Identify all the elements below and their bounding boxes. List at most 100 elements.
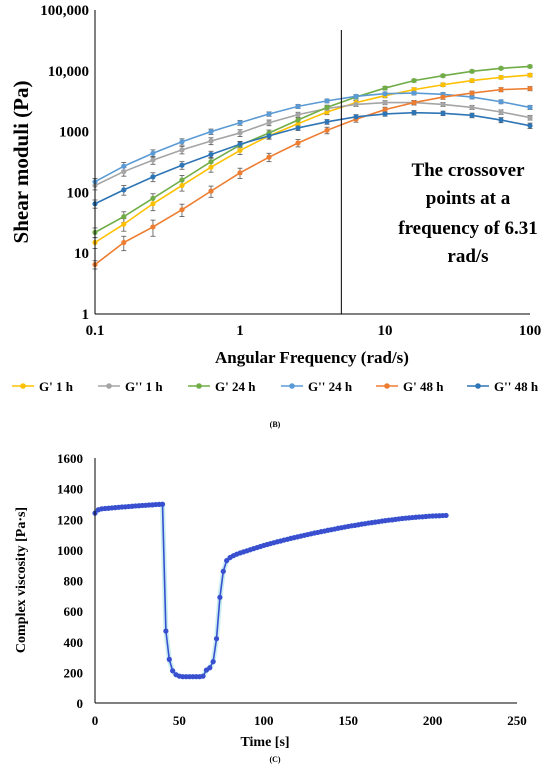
series-line [94, 74, 531, 244]
y-tick-label: 400 [64, 635, 84, 650]
data-point [498, 117, 504, 123]
legend-label: G'' 1 h [125, 379, 163, 394]
y-tick-label: 0 [77, 696, 84, 711]
data-point [411, 99, 417, 106]
data-point [150, 224, 156, 230]
data-point [150, 150, 156, 156]
data-point [150, 201, 156, 207]
x-tick-label: 250 [507, 713, 527, 728]
data-point [443, 512, 449, 519]
data-point [266, 111, 272, 117]
legend-item: G' 24 h [188, 379, 256, 394]
x-tick-label: 1 [236, 323, 244, 339]
data-point [440, 110, 446, 116]
data-point [121, 221, 127, 227]
y-tick-label: 1400 [57, 482, 83, 497]
y-tick-label: 10 [74, 246, 89, 262]
data-point [208, 151, 214, 158]
data-point [469, 77, 475, 84]
y-tick-label: 100,000 [40, 3, 89, 19]
x-axis-title: Angular Frequency (rad/s) [215, 348, 409, 367]
series-points [92, 63, 533, 268]
data-point [382, 85, 388, 91]
data-point [382, 99, 388, 106]
panel-label-b: (B) [270, 420, 281, 429]
data-point [266, 154, 272, 160]
data-point [498, 65, 504, 71]
y-tick-labels: 1 10 100 1000 10,000 100,000 [40, 3, 89, 323]
data-point [382, 111, 388, 117]
data-point [237, 130, 243, 136]
annotation-line: The crossover [411, 160, 525, 181]
data-point [353, 114, 359, 120]
data-point [237, 141, 243, 147]
data-point [121, 213, 127, 220]
y-tick-label: 200 [64, 665, 84, 680]
data-point [208, 129, 214, 135]
x-tick-label: 10 [378, 323, 393, 339]
y-tick-label: 10,000 [48, 64, 89, 80]
legend-marker [384, 383, 390, 389]
y-tick-label: 1 [82, 307, 90, 323]
data-point [324, 104, 330, 111]
y-tick-label: 600 [64, 604, 84, 619]
legend-marker [196, 383, 202, 389]
data-point [527, 85, 533, 92]
data-point [237, 170, 243, 176]
y-tick-label: 1600 [57, 451, 83, 466]
data-point [266, 133, 272, 139]
x-tick-label: 0.1 [86, 323, 105, 339]
data-point [527, 63, 533, 70]
data-point [295, 121, 301, 127]
data-point [208, 164, 214, 170]
y-tick-label: 1200 [57, 512, 83, 527]
data-point [382, 91, 388, 97]
legend-item: G' 1 h [12, 379, 74, 394]
data-point [220, 568, 226, 574]
data-point [295, 117, 301, 123]
legend: G' 1 h G'' 1 h G' 24 h G'' 24 h G' 48 h G'' 4… [12, 379, 539, 394]
series-points [92, 501, 449, 680]
legend-label: G'' 24 h [308, 379, 353, 394]
annotation-line: rad/s [447, 246, 488, 267]
data-point [295, 103, 301, 109]
annotation-text: The crossover points at a frequency of 6… [398, 160, 538, 267]
data-point [121, 163, 127, 169]
data-point [207, 665, 213, 671]
data-point [208, 188, 214, 194]
series-line [94, 65, 531, 234]
data-point [179, 147, 185, 153]
legend-item: G' 48 h [376, 379, 444, 394]
data-point [159, 501, 166, 507]
data-point [150, 174, 156, 180]
y-axis-title: Shear moduli (Pa) [9, 81, 33, 244]
legend-marker [106, 383, 112, 389]
data-point [237, 120, 243, 126]
x-axis-title: Time [s] [240, 735, 289, 750]
data-point [498, 74, 504, 80]
y-tick-label: 800 [64, 574, 84, 589]
x-tick-labels: 0 50 100 150 200 250 [92, 713, 527, 728]
legend-label: G' 48 h [403, 379, 444, 394]
data-point [440, 82, 446, 88]
series-lines [94, 65, 531, 266]
chart-complex-viscosity: 0 200 400 600 800 1000 1200 1400 1600 0 50 100 150 2… [14, 451, 527, 764]
series-line [94, 87, 531, 266]
data-point [440, 73, 446, 79]
data-point [295, 112, 301, 118]
y-tick-labels: 0 200 400 600 800 1000 1200 1400 1600 [57, 451, 83, 711]
data-point [498, 109, 504, 115]
series-halo [93, 501, 447, 680]
data-point [179, 207, 185, 213]
data-point [166, 656, 172, 662]
data-point [498, 99, 504, 105]
x-tick-labels: 0.1 1 10 100 [86, 323, 542, 339]
y-tick-label: 1000 [57, 543, 83, 558]
data-point [527, 72, 533, 78]
y-tick-label: 1000 [59, 125, 89, 141]
annotation-line: points at a [426, 188, 511, 209]
x-tick-label: 150 [338, 713, 358, 728]
legend-marker [475, 383, 481, 389]
